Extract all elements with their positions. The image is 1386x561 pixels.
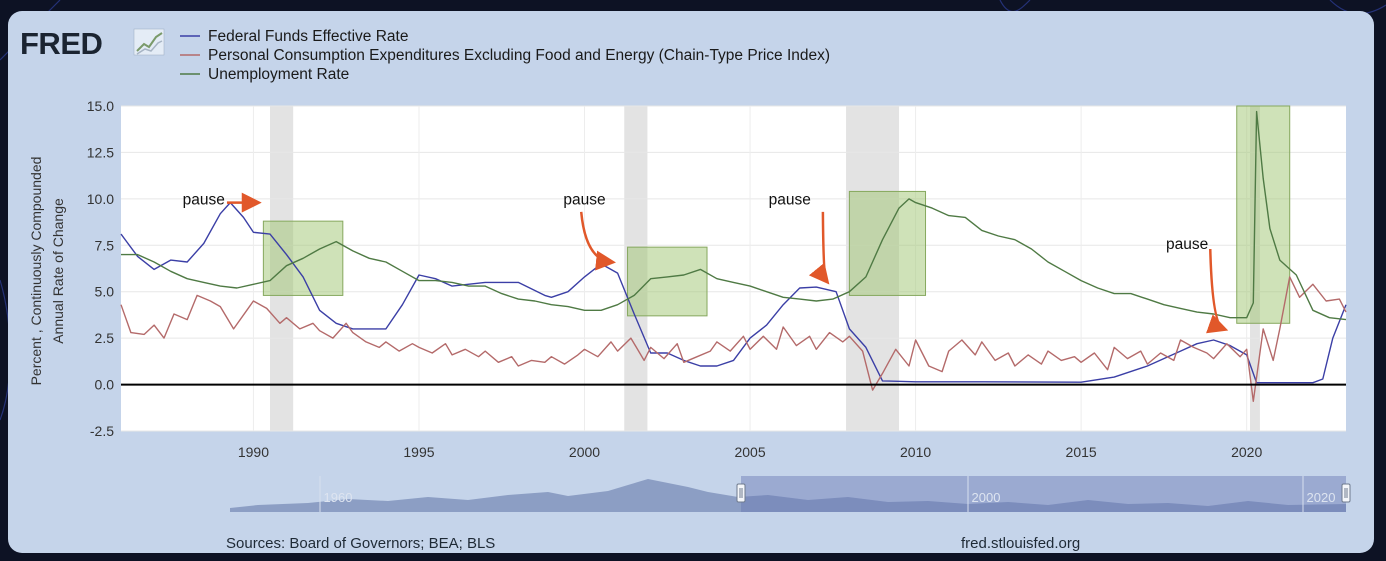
navigator-handle-right[interactable] [1341,483,1351,503]
navigator-selection[interactable] [741,476,1346,512]
chart-card: FRED Federal Funds Effective Rate Persona… [8,11,1374,553]
fred-logo-graph-icon [133,28,165,56]
y-tick-label: 2.5 [95,330,115,346]
x-tick-label: 2000 [569,444,600,460]
navigator-ticks: 1960 2000 2020 [319,476,1336,512]
y-tick-label: 7.5 [95,237,115,253]
highlight-boxes [262,105,1291,324]
y-tick-label: 12.5 [87,144,114,160]
y-axis-label-line2: Annual Rate of Change [50,198,66,344]
fred-logo: FRED [20,26,165,61]
x-tick-label: 1990 [238,444,269,460]
fred-site-text: fred.stlouisfed.org [961,535,1080,552]
series-line [120,276,1347,402]
navigator-tick-label: 2020 [1307,490,1336,505]
pause-arrow [808,211,830,285]
legend: Federal Funds Effective Rate Personal Con… [180,28,830,83]
x-tick-label: 2020 [1231,444,1262,460]
legend-entry: Personal Consumption Expenditures Exclud… [208,47,830,64]
series-line [120,201,1347,384]
y-axis-ticks: 15.0 12.5 10.0 7.5 5.0 2.5 0.0 -2.5 [87,98,114,439]
highlight-box [1236,105,1291,324]
y-tick-label: 10.0 [87,191,114,207]
sources-text: Sources: Board of Governors; BEA; BLS [226,535,495,552]
pause-arrow [579,211,616,271]
x-tick-label: 2015 [1066,444,1097,460]
gridlines [121,105,1346,432]
y-tick-label: 0.0 [95,377,115,393]
annotations: pause pause pause pause [183,191,1229,334]
y-tick-label: 5.0 [95,284,115,300]
x-tick-label: 2005 [734,444,765,460]
range-navigator[interactable]: 1960 2000 2020 [230,476,1351,512]
navigator-tick-label: 1960 [324,490,353,505]
navigator-tick-label: 2000 [972,490,1001,505]
navigator-area [230,479,1346,512]
fred-chart: FRED Federal Funds Effective Rate Persona… [20,26,1351,552]
fred-site-link[interactable]: fred.stlouisfed.org [961,535,1080,552]
navigator-handle-left[interactable] [736,483,746,503]
series-lines [120,110,1347,402]
x-axis-ticks: 1990 1995 2000 2005 2010 2015 2020 [238,444,1263,460]
pause-label: pause [769,191,811,208]
series-line [121,110,1347,321]
highlight-box [627,246,708,317]
y-tick-label: -2.5 [90,423,114,439]
y-tick-label: 15.0 [87,98,114,114]
legend-entry: Federal Funds Effective Rate [208,28,408,45]
y-axis-label: Percent , Continuously Compounded [28,157,44,386]
x-tick-label: 2010 [900,444,931,460]
pause-label: pause [183,191,225,208]
pause-arrow [1206,248,1229,334]
legend-entry: Unemployment Rate [208,66,349,83]
fred-logo-text: FRED [20,26,103,61]
x-tick-label: 1995 [403,444,434,460]
pause-label: pause [1166,236,1208,253]
pause-label: pause [563,191,605,208]
highlight-box [848,190,927,296]
